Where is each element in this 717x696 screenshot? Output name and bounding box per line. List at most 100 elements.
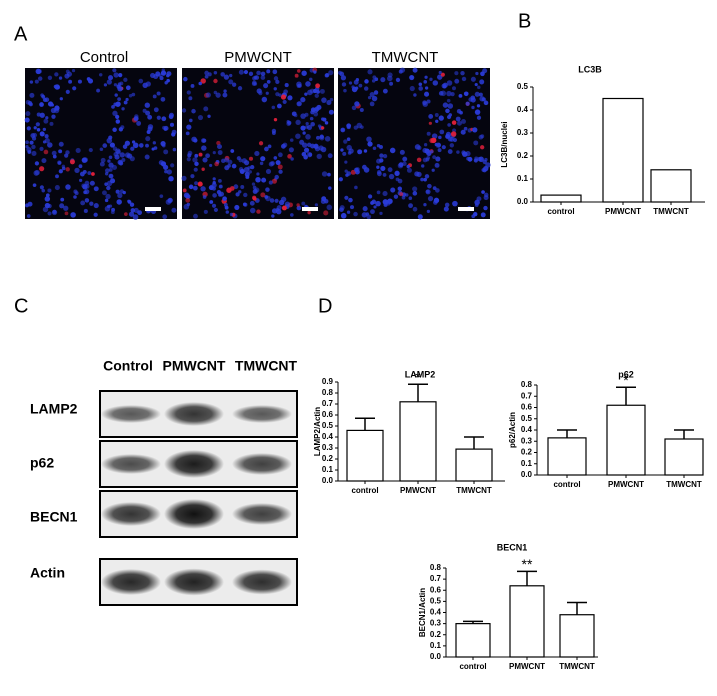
- nucleus: [281, 205, 287, 211]
- nucleus: [34, 161, 40, 166]
- blot-band: [232, 569, 292, 595]
- bar: [540, 194, 582, 203]
- nucleus: [461, 76, 467, 82]
- nucleus: [366, 136, 372, 143]
- nucleus: [275, 160, 281, 166]
- nucleus: [447, 103, 454, 109]
- nucleus: [167, 198, 172, 203]
- nucleus: [44, 134, 49, 139]
- nucleus: [44, 137, 50, 144]
- nucleus: [321, 97, 327, 103]
- nucleus: [25, 140, 29, 145]
- nucleus: [460, 129, 466, 135]
- nucleus: [265, 187, 270, 192]
- nucleus: [423, 203, 427, 207]
- nucleus: [254, 150, 260, 157]
- nucleus: [376, 190, 381, 195]
- nucleus: [202, 138, 207, 143]
- nucleus: [379, 158, 384, 163]
- nucleus: [364, 79, 369, 84]
- nucleus: [440, 72, 445, 77]
- nucleus: [118, 73, 123, 78]
- blot-lane-label: TMWCNT: [235, 358, 298, 374]
- nucleus: [382, 153, 388, 159]
- nucleus: [79, 178, 83, 183]
- nucleus: [139, 143, 144, 148]
- nucleus: [424, 174, 430, 179]
- nucleus: [446, 115, 452, 120]
- nucleus: [152, 94, 157, 99]
- nucleus: [42, 97, 48, 102]
- chart-title: BECN1: [497, 542, 528, 552]
- nucleus: [477, 85, 481, 90]
- nucleus: [273, 87, 277, 91]
- nucleus: [456, 150, 460, 154]
- nucleus: [209, 200, 214, 204]
- nucleus: [343, 139, 348, 144]
- bar: [455, 623, 491, 658]
- nucleus: [132, 142, 139, 149]
- nucleus: [53, 84, 58, 89]
- nucleus: [474, 203, 479, 207]
- nucleus: [249, 200, 255, 206]
- nucleus: [305, 122, 309, 126]
- nucleus: [211, 186, 216, 191]
- x-tick-label: TMWCNT: [559, 662, 595, 671]
- nucleus: [63, 205, 69, 211]
- nucleus: [473, 140, 479, 146]
- nucleus: [260, 71, 266, 77]
- bar: [509, 585, 545, 658]
- nucleus: [193, 185, 198, 191]
- nucleus: [282, 99, 287, 105]
- nucleus: [446, 90, 452, 97]
- nucleus: [366, 214, 372, 220]
- nucleus: [212, 177, 216, 181]
- nucleus: [212, 150, 216, 155]
- nucleus: [354, 185, 358, 190]
- nucleus: [379, 211, 383, 216]
- nucleus: [347, 151, 352, 155]
- nucleus: [54, 185, 60, 191]
- nucleus: [461, 118, 466, 124]
- nucleus: [297, 83, 302, 88]
- nucleus: [342, 151, 347, 156]
- nucleus: [103, 83, 108, 87]
- nucleus: [108, 204, 113, 208]
- nucleus: [321, 117, 325, 121]
- nucleus: [375, 200, 381, 207]
- nucleus: [58, 141, 64, 147]
- nucleus: [84, 198, 90, 203]
- nucleus: [58, 149, 63, 154]
- nucleus: [474, 91, 480, 97]
- y-tick-label: 0.3: [521, 436, 533, 445]
- nucleus: [113, 102, 118, 107]
- nucleus: [434, 162, 440, 168]
- nucleus: [129, 202, 135, 207]
- nucleus: [471, 105, 475, 110]
- nucleus: [253, 82, 258, 86]
- nucleus: [412, 206, 418, 212]
- nucleus: [444, 202, 450, 208]
- nucleus: [229, 73, 233, 78]
- nucleus: [256, 209, 261, 214]
- nucleus: [201, 145, 207, 151]
- nucleus: [183, 192, 190, 198]
- blot-band: [232, 503, 292, 525]
- nucleus: [58, 169, 63, 174]
- nucleus: [93, 186, 99, 192]
- y-tick-label: 0.7: [521, 391, 533, 400]
- y-tick-label: 0.0: [322, 476, 334, 485]
- nucleus: [275, 79, 280, 84]
- nucleus: [231, 82, 237, 87]
- nucleus: [130, 146, 135, 151]
- nucleus: [145, 110, 151, 116]
- nucleus: [351, 105, 357, 111]
- nucleus: [349, 205, 355, 210]
- nucleus: [258, 141, 264, 146]
- nucleus: [344, 169, 348, 173]
- nucleus: [214, 161, 219, 167]
- nucleus: [397, 178, 403, 184]
- nucleus: [229, 186, 235, 191]
- nucleus: [125, 85, 131, 91]
- nucleus: [371, 95, 378, 102]
